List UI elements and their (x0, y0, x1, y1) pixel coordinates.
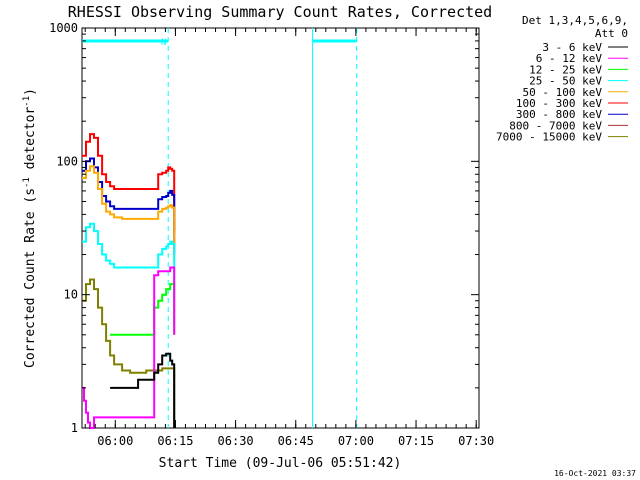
series-line-7000-15000- (82, 278, 176, 428)
legend-label-6: 300 - 800 keV (516, 108, 602, 121)
y-tick-label-3: 1000 (49, 21, 78, 35)
plot-frame-group (81, 27, 480, 429)
legend-label-3: 25 - 50 keV (529, 75, 602, 88)
legend-header-2: Att 0 (595, 27, 628, 40)
series-line-6-12- (82, 266, 176, 429)
plot-frame (81, 27, 480, 429)
x-axis-label: Start Time (09-Jul-06 05:51:42) (159, 456, 402, 471)
legend-label-7: 800 - 7000 keV (509, 119, 602, 132)
y-axis-label-mid: detector (23, 107, 38, 178)
series-line-50-100- (82, 165, 176, 261)
x-tick-label-0: 06:00 (97, 434, 133, 448)
x-tick-label-5: 07:15 (398, 434, 434, 448)
chart-axes: 1 10 100 1000 06:00 06:15 06:30 06:45 07:00 07:15… (49, 21, 494, 448)
x-tick-label-4: 07:00 (338, 434, 374, 448)
y-tick-label-1: 10 (64, 288, 78, 302)
series-line-3-6- (110, 352, 176, 428)
legend-label-1: 6 - 12 keV (536, 52, 603, 65)
y-axis-label-end: ) (23, 88, 38, 96)
series-line-12-25- (110, 283, 176, 336)
y-axis-label-main: Corrected Count Rate (s (23, 188, 38, 368)
x-tick-label-6: 07:30 (458, 434, 494, 448)
y-axis-label: Corrected Count Rate (s-1 detector-1) (22, 88, 38, 368)
legend-header-1: Det 1,3,4,5,6,9, (522, 14, 628, 27)
legend-label-0: 3 - 6 keV (542, 41, 602, 54)
x-tick-label-2: 06:30 (218, 434, 254, 448)
y-axis-label-sup2: -1 (22, 96, 32, 107)
series-line-25-50- (82, 222, 176, 295)
x-tick-label-1: 06:15 (157, 434, 193, 448)
chart-title: RHESSI Observing Summary Count Rates, Co… (68, 3, 492, 21)
series-line-100-300- (82, 133, 176, 232)
legend-label-2: 12 - 25 keV (529, 63, 602, 76)
legend-label-8: 7000 - 15000 keV (496, 131, 602, 144)
legend-label-5: 100 - 300 keV (516, 97, 602, 110)
chart-marks (82, 28, 358, 429)
flag-label: N (161, 38, 166, 48)
x-tick-label-3: 06:45 (278, 434, 314, 448)
y-tick-label-0: 1 (71, 421, 78, 435)
legend-label-4: 50 - 100 keV (523, 86, 603, 99)
footer-date: 16-Oct-2021 03:37 (554, 469, 636, 478)
y-tick-label-2: 100 (56, 154, 78, 168)
y-axis-label-sup1: -1 (22, 177, 32, 188)
